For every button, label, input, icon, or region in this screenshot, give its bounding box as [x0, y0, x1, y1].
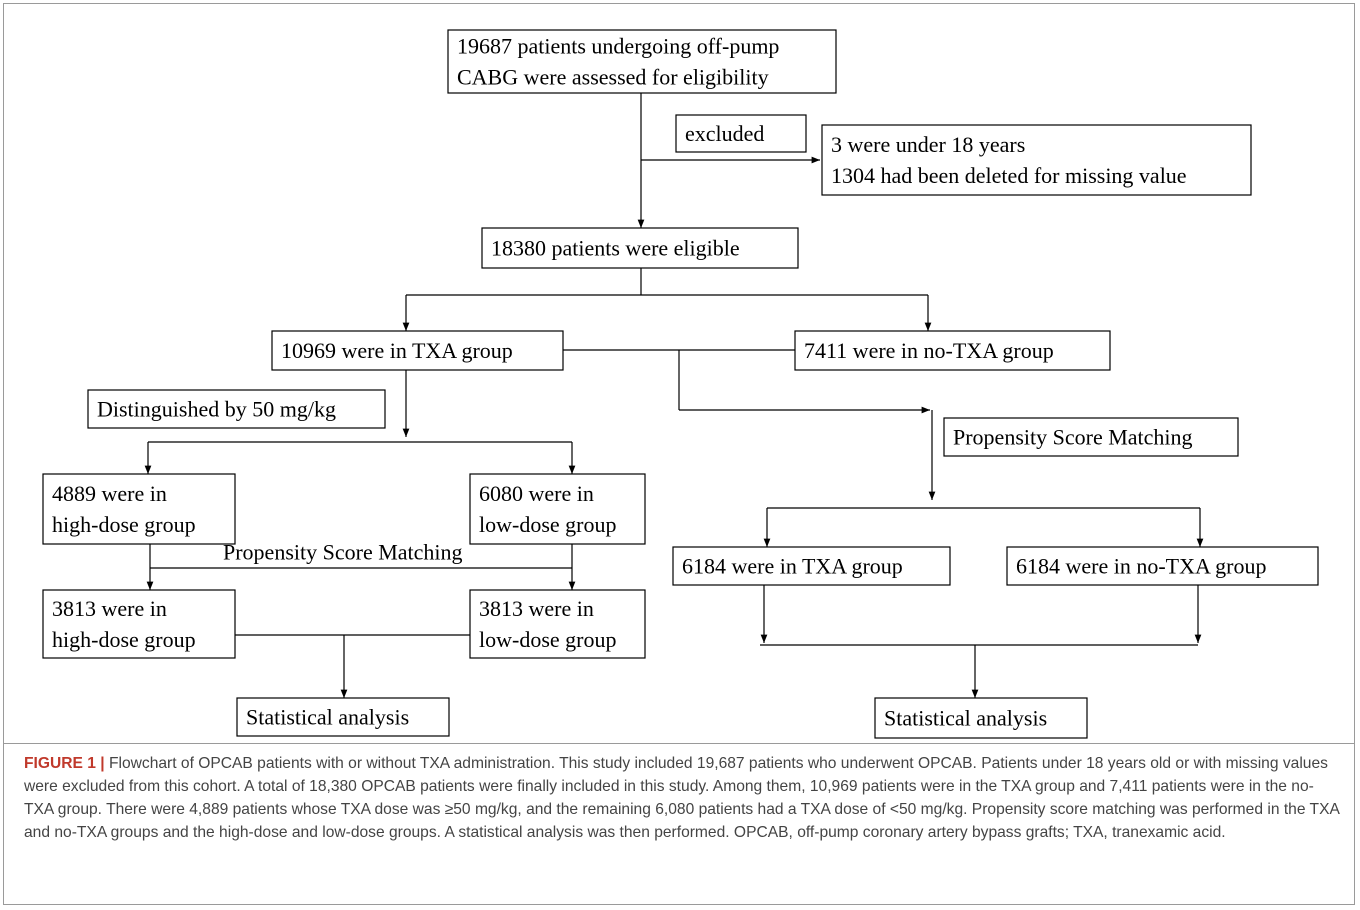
caption-label: FIGURE 1 | — [24, 755, 105, 772]
flow-box — [672, 546, 951, 586]
flow-box — [943, 417, 1239, 457]
flow-box — [87, 389, 386, 429]
flow-label: 3813 were in — [479, 596, 594, 621]
caption: FIGURE 1 | Flowchart of OPCAB patients w… — [24, 752, 1342, 844]
flow-box — [42, 589, 236, 659]
flow-label: Statistical analysis — [884, 706, 1047, 731]
flow-label: 6184 were in TXA group — [682, 554, 903, 579]
flow-box — [1006, 546, 1319, 586]
flow-label: Propensity Score Matching — [223, 540, 463, 565]
figure-frame — [3, 3, 1355, 905]
flow-label: Propensity Score Matching — [953, 425, 1193, 450]
flow-label: 19687 patients undergoing off-pump — [457, 34, 779, 59]
flow-label: Distinguished by 50 mg/kg — [97, 397, 336, 422]
flow-box — [469, 473, 646, 545]
flow-box — [675, 114, 807, 153]
flow-label: high-dose group — [52, 627, 196, 652]
flow-box — [271, 330, 564, 371]
flow-box — [469, 589, 646, 659]
flow-label: low-dose group — [479, 627, 616, 652]
flow-box — [874, 697, 1088, 739]
flow-label: 10969 were in TXA group — [281, 338, 513, 363]
flow-label: 3813 were in — [52, 596, 167, 621]
flow-label: 3 were under 18 years — [831, 132, 1025, 157]
flow-label: 18380 patients were eligible — [491, 236, 740, 261]
flow-label: high-dose group — [52, 512, 196, 537]
flow-label: 7411 were in no-TXA group — [804, 338, 1054, 363]
flow-label: CABG were assessed for eligibility — [457, 65, 769, 90]
flow-box — [42, 473, 236, 545]
flow-box — [447, 29, 837, 94]
flow-box — [481, 227, 799, 269]
flow-label: excluded — [685, 121, 764, 146]
flow-label: low-dose group — [479, 512, 616, 537]
caption-text: Flowchart of OPCAB patients with or with… — [24, 755, 1340, 841]
flow-label: Statistical analysis — [246, 705, 409, 730]
flow-label: 1304 had been deleted for missing value — [831, 163, 1187, 188]
flow-label: 4889 were in — [52, 481, 167, 506]
flow-box — [821, 124, 1252, 196]
flow-label: 6080 were in — [479, 481, 594, 506]
flow-label: 6184 were in no-TXA group — [1016, 554, 1267, 579]
flow-box — [236, 697, 450, 737]
flowchart: 19687 patients undergoing off-pump CABG w… — [42, 29, 1319, 739]
separator — [3, 743, 1355, 744]
